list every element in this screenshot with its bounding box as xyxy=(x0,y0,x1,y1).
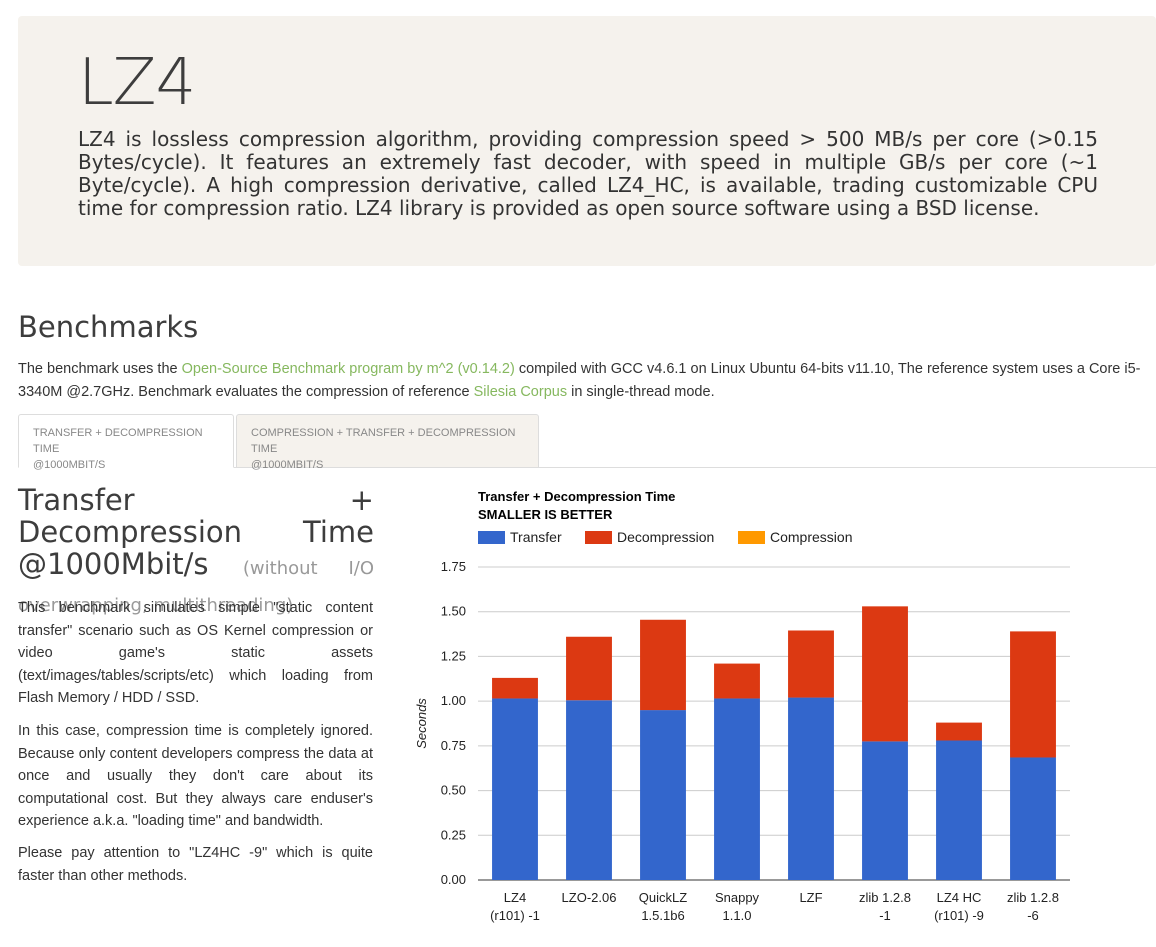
panel-paragraph-1: This benchmark simulates simple "static … xyxy=(18,600,373,706)
bar-decompression xyxy=(862,606,908,742)
intro-text-3: in single-thread mode. xyxy=(567,384,715,400)
bar-transfer xyxy=(862,741,908,880)
x-tick-label: zlib 1.2.8 xyxy=(859,890,911,905)
y-tick-label: 0.75 xyxy=(441,738,466,753)
panel-title-main: Transfer + Decompression Time @1000Mbit/… xyxy=(18,483,374,581)
x-tick-label: (r101) -9 xyxy=(934,908,984,923)
chart-subtitle: SMALLER IS BETTER xyxy=(478,507,613,522)
x-tick-label: QuickLZ xyxy=(639,890,687,905)
benchmark-program-link[interactable]: Open-Source Benchmark program by m^2 (v0… xyxy=(181,361,515,377)
x-tick-label: LZ4 HC xyxy=(937,890,982,905)
x-tick-label: 1.1.0 xyxy=(723,908,752,923)
panel-paragraph-3: Please pay attention to "LZ4HC -9" which… xyxy=(18,845,373,884)
tab-label-line1: TRANSFER + DECOMPRESSION TIME xyxy=(33,427,203,455)
x-tick-label: Snappy xyxy=(715,890,760,905)
y-tick-label: 1.25 xyxy=(441,648,466,663)
benchmark-chart: Transfer + Decompression Time SMALLER IS … xyxy=(410,480,1090,940)
panel-paragraph-2: In this case, compression time is comple… xyxy=(18,723,373,829)
y-tick-label: 0.25 xyxy=(441,827,466,842)
silesia-corpus-link[interactable]: Silesia Corpus xyxy=(473,384,568,400)
bar-transfer xyxy=(640,710,686,880)
bar-transfer xyxy=(714,698,760,880)
legend-swatch-decompression xyxy=(585,531,612,544)
benchmarks-heading: Benchmarks xyxy=(18,310,199,344)
y-tick-label: 1.50 xyxy=(441,604,466,619)
bar-decompression xyxy=(714,663,760,699)
tab-label-line2: @1000MBIT/S xyxy=(33,459,106,471)
hero-description: LZ4 is lossless compression algorithm, p… xyxy=(78,127,1098,220)
legend-swatch-compression xyxy=(738,531,765,544)
bar-transfer xyxy=(936,740,982,880)
x-tick-label: (r101) -1 xyxy=(490,908,540,923)
bar-decompression xyxy=(936,722,982,741)
legend-label-compression: Compression xyxy=(770,529,852,545)
x-tick-label: LZO-2.06 xyxy=(562,890,617,905)
chart-svg: Transfer + Decompression Time SMALLER IS … xyxy=(414,489,1070,923)
panel-title: Transfer + Decompression Time @1000Mbit/… xyxy=(18,484,374,622)
y-tick-label: 1.00 xyxy=(441,693,466,708)
benchmarks-intro: The benchmark uses the Open-Source Bench… xyxy=(18,358,1148,404)
legend-swatch-transfer xyxy=(478,531,505,544)
bar-decompression xyxy=(788,630,834,698)
legend-label-transfer: Transfer xyxy=(510,529,562,545)
tab-label-line1: COMPRESSION + TRANSFER + DECOMPRESSION T… xyxy=(251,427,516,455)
tab-compression-transfer-decompression[interactable]: COMPRESSION + TRANSFER + DECOMPRESSION T… xyxy=(236,414,539,471)
bar-transfer xyxy=(788,697,834,880)
bar-decompression xyxy=(1010,631,1056,758)
legend-label-decompression: Decompression xyxy=(617,529,714,545)
x-tick-label: LZ4 xyxy=(504,890,526,905)
bar-transfer xyxy=(492,698,538,880)
page-title: LZ4 xyxy=(78,46,196,120)
bar-decompression xyxy=(492,677,538,699)
x-tick-label: -6 xyxy=(1027,908,1039,923)
y-axis-label: Seconds xyxy=(414,698,429,749)
x-tick-label: LZF xyxy=(799,890,822,905)
y-tick-label: 0.00 xyxy=(441,872,466,887)
bar-decompression xyxy=(640,619,686,711)
x-tick-label: 1.5.1b6 xyxy=(641,908,684,923)
x-tick-label: zlib 1.2.8 xyxy=(1007,890,1059,905)
bar-transfer xyxy=(1010,757,1056,880)
intro-text-1: The benchmark uses the xyxy=(18,361,182,377)
x-tick-label: -1 xyxy=(879,908,891,923)
intro-text-2: compiled with GCC v4.6.1 on Linux Ubuntu… xyxy=(18,361,1141,400)
tab-transfer-decompression[interactable]: TRANSFER + DECOMPRESSION TIME @1000MBIT/… xyxy=(18,414,234,471)
chart-title: Transfer + Decompression Time xyxy=(478,489,675,504)
benchmark-tabs: TRANSFER + DECOMPRESSION TIME @1000MBIT/… xyxy=(18,414,1156,471)
tab-label-line2: @1000MBIT/S xyxy=(251,459,324,471)
y-tick-label: 1.75 xyxy=(441,559,466,574)
y-tick-label: 0.50 xyxy=(441,783,466,798)
panel-title-sub: (without I/O overwrapping, multithreadin… xyxy=(18,558,374,616)
bar-decompression xyxy=(566,636,612,701)
hero-banner: LZ4 LZ4 is lossless compression algorith… xyxy=(18,16,1156,266)
bar-transfer xyxy=(566,700,612,880)
